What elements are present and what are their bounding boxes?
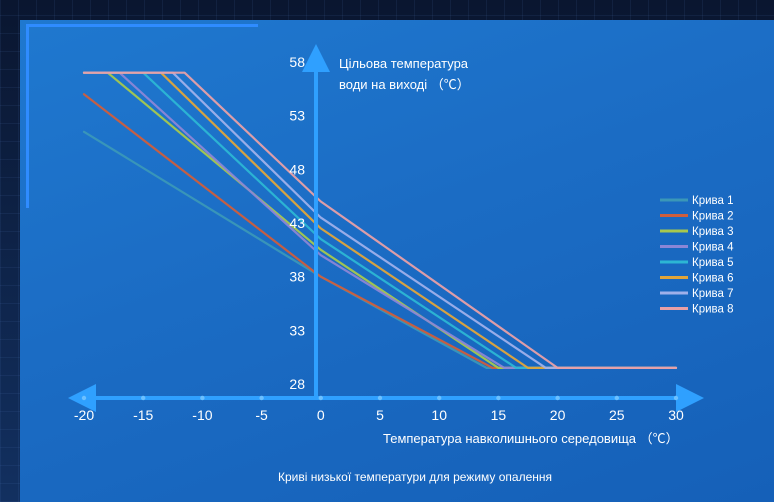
- y-tick-label: 28: [289, 376, 305, 392]
- x-tick-mark: [614, 395, 619, 401]
- x-tick-label: 10: [431, 407, 447, 423]
- y-tick-label: 38: [289, 269, 305, 285]
- x-tick-label: 20: [550, 407, 566, 423]
- y-tick-label: 58: [289, 54, 305, 70]
- x-axis-tick-marks: [81, 395, 679, 401]
- series-line: [82, 130, 678, 369]
- series-line: [82, 71, 678, 369]
- series-layer: [82, 71, 678, 369]
- x-tick-label: -10: [192, 407, 212, 423]
- y-tick-label: 43: [289, 215, 305, 231]
- series-line: [82, 71, 678, 369]
- series-line: [82, 93, 678, 369]
- series-line: [82, 71, 678, 369]
- x-axis-label: Температура навколишнього середовища （℃）: [383, 431, 679, 446]
- frame-accent-left: [26, 24, 29, 208]
- legend-label: Крива 8: [692, 304, 734, 316]
- x-tick-label: 15: [491, 407, 507, 423]
- legend-label: Крива 6: [692, 273, 734, 285]
- x-tick-mark: [200, 395, 205, 401]
- x-tick-mark: [377, 395, 383, 401]
- x-tick-mark: [259, 395, 264, 401]
- y-tick-label: 33: [289, 322, 305, 338]
- chart-panel: [20, 20, 774, 502]
- y-tick-label: 48: [289, 161, 305, 177]
- x-tick-mark: [555, 395, 560, 401]
- legend: Крива 1 Крива 2 Крива 3 Крива 4 Крива 5 Крива…: [660, 195, 734, 316]
- y-tick-label: 53: [289, 108, 305, 124]
- legend-label: Крива 5: [692, 257, 734, 269]
- legend-label: Крива 4: [692, 242, 734, 254]
- y-tick-labels: 58 53 48 43 38 33 28: [289, 54, 305, 392]
- x-tick-label: -5: [255, 407, 268, 423]
- x-tick-label: -15: [133, 407, 153, 423]
- legend-label: Крива 7: [692, 288, 734, 300]
- x-tick-label: -20: [74, 407, 94, 423]
- x-tick-label: 30: [668, 407, 684, 423]
- x-tick-label: 5: [376, 407, 384, 423]
- x-tick-mark: [318, 395, 323, 401]
- x-tick-mark: [81, 395, 87, 401]
- x-tick-mark: [496, 395, 501, 401]
- frame-accent-top: [26, 24, 258, 27]
- chart-title: Криві низької температури для режиму опа…: [278, 470, 552, 484]
- series-line: [82, 71, 678, 369]
- legend-label: Крива 1: [692, 195, 734, 207]
- y-axis-label-line-1: Цільова температура: [339, 56, 469, 71]
- series-line: [82, 71, 678, 369]
- legend-label: Крива 2: [692, 211, 734, 223]
- x-tick-label: 25: [609, 407, 625, 423]
- x-tick-labels: -20 -15 -10 -5 0 5 10 15 20 25 30: [74, 407, 684, 423]
- y-axis-label-line-2: води на виході （℃）: [339, 77, 470, 92]
- x-tick-mark: [673, 395, 679, 401]
- x-tick-label: 0: [317, 407, 325, 423]
- x-tick-mark: [141, 395, 146, 401]
- series-line: [82, 71, 678, 369]
- x-tick-mark: [437, 395, 442, 401]
- legend-label: Крива 3: [692, 226, 734, 238]
